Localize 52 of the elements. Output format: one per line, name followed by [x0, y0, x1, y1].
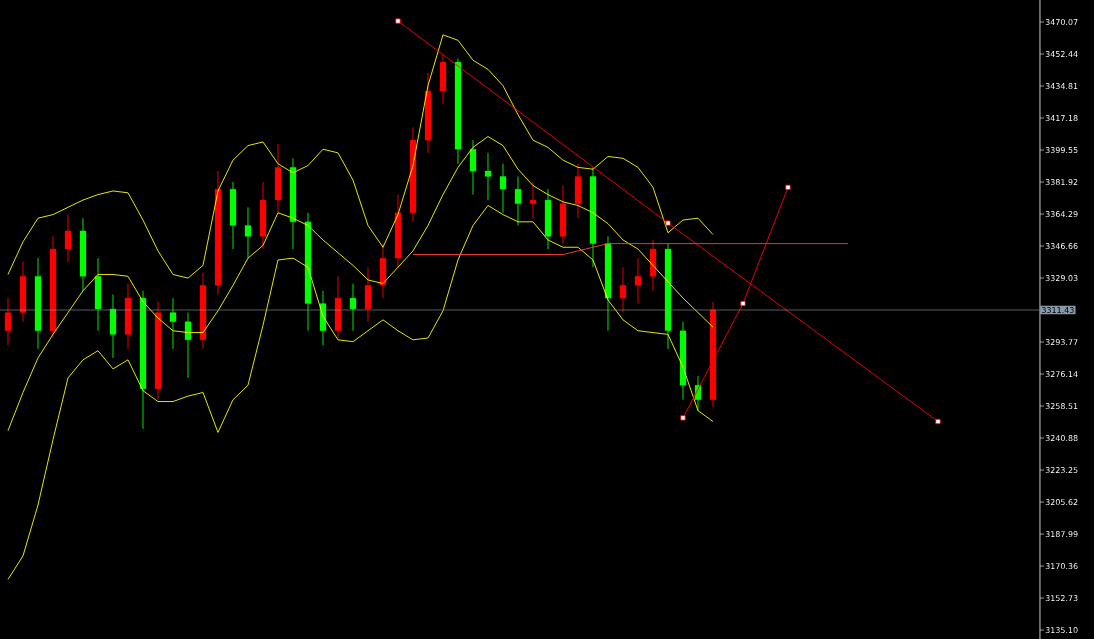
candlestick — [484, 152, 492, 201]
line-series — [7, 34, 714, 279]
candlestick — [394, 194, 402, 268]
candlestick — [499, 163, 507, 214]
candlestick — [244, 206, 252, 259]
candlestick — [184, 312, 192, 379]
candlestick — [154, 301, 162, 401]
candlestick — [589, 166, 597, 268]
point — [935, 418, 941, 425]
candlestick — [109, 294, 117, 359]
candlestick — [709, 301, 717, 408]
candlestick — [604, 235, 612, 332]
candlestick — [439, 54, 447, 105]
candlestick — [304, 212, 312, 332]
line-series — [7, 205, 714, 580]
candlestick — [64, 214, 72, 263]
candlestick — [79, 217, 87, 292]
candlestick — [289, 157, 297, 250]
candlestick — [274, 143, 282, 214]
candlestick — [424, 72, 432, 154]
point — [740, 300, 746, 307]
candlestick — [19, 261, 27, 323]
point — [785, 184, 791, 190]
candlestick — [334, 275, 342, 339]
candlestick — [679, 321, 687, 401]
candlestick — [169, 297, 177, 350]
candlestick — [529, 181, 537, 219]
candlestick — [139, 290, 147, 430]
candlestick — [94, 257, 102, 332]
candlestick — [574, 163, 582, 219]
candlestick — [544, 188, 552, 250]
candlestick — [229, 181, 237, 250]
candlestick — [4, 297, 12, 346]
candlestick — [454, 58, 462, 165]
candlestick — [559, 185, 567, 245]
candlestick — [514, 176, 522, 226]
candlestick — [379, 243, 387, 299]
candlestick — [49, 235, 57, 339]
candlestick — [619, 266, 627, 314]
point — [665, 220, 671, 226]
candlestick — [364, 266, 372, 323]
candlestick — [469, 139, 477, 196]
candlestick — [124, 283, 132, 350]
candlestick — [214, 170, 222, 295]
candlestick — [649, 239, 657, 292]
candlestick — [349, 283, 357, 332]
point — [680, 415, 686, 421]
candlestick — [34, 257, 42, 350]
candlestick — [634, 257, 642, 304]
candlestick — [259, 181, 267, 250]
point — [395, 18, 401, 24]
candlestick — [664, 243, 672, 350]
